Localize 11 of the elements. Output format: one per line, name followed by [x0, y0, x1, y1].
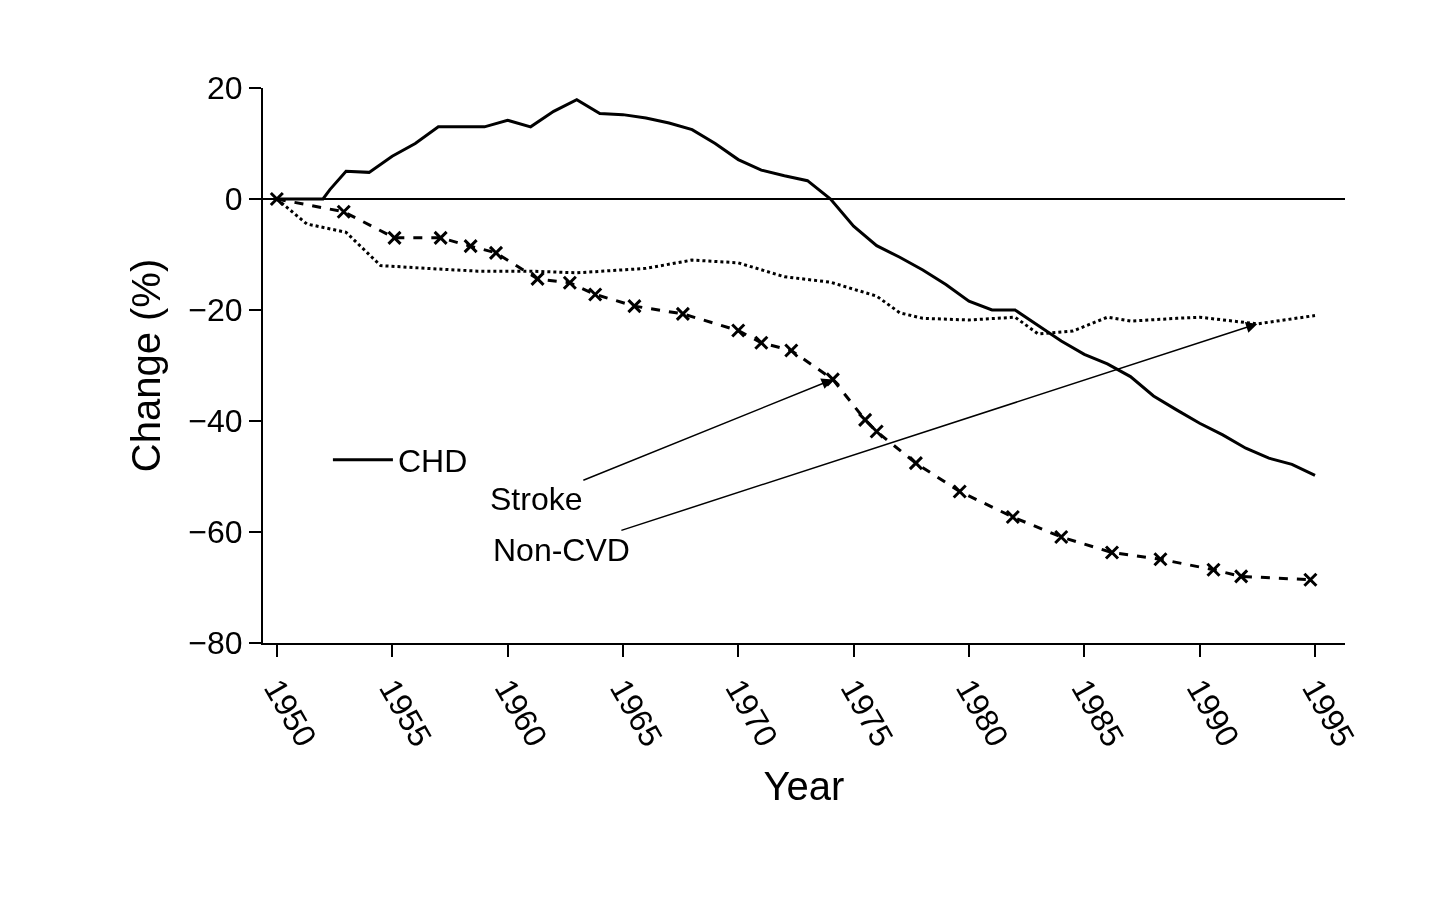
- y-axis-title: Change (%): [124, 258, 169, 473]
- y-tick-label: −40: [188, 403, 243, 440]
- y-tick-label: −20: [188, 292, 243, 329]
- annotation: Stroke: [490, 481, 583, 517]
- y-tick-label: 20: [207, 70, 243, 107]
- y-tick-label: −60: [188, 514, 243, 551]
- y-tick-label: −80: [188, 625, 243, 662]
- annotation: Non-CVD: [493, 532, 630, 568]
- y-tick-label: 0: [224, 181, 243, 218]
- legend-label: CHD: [397, 443, 468, 480]
- x-axis-title: Year: [763, 763, 845, 808]
